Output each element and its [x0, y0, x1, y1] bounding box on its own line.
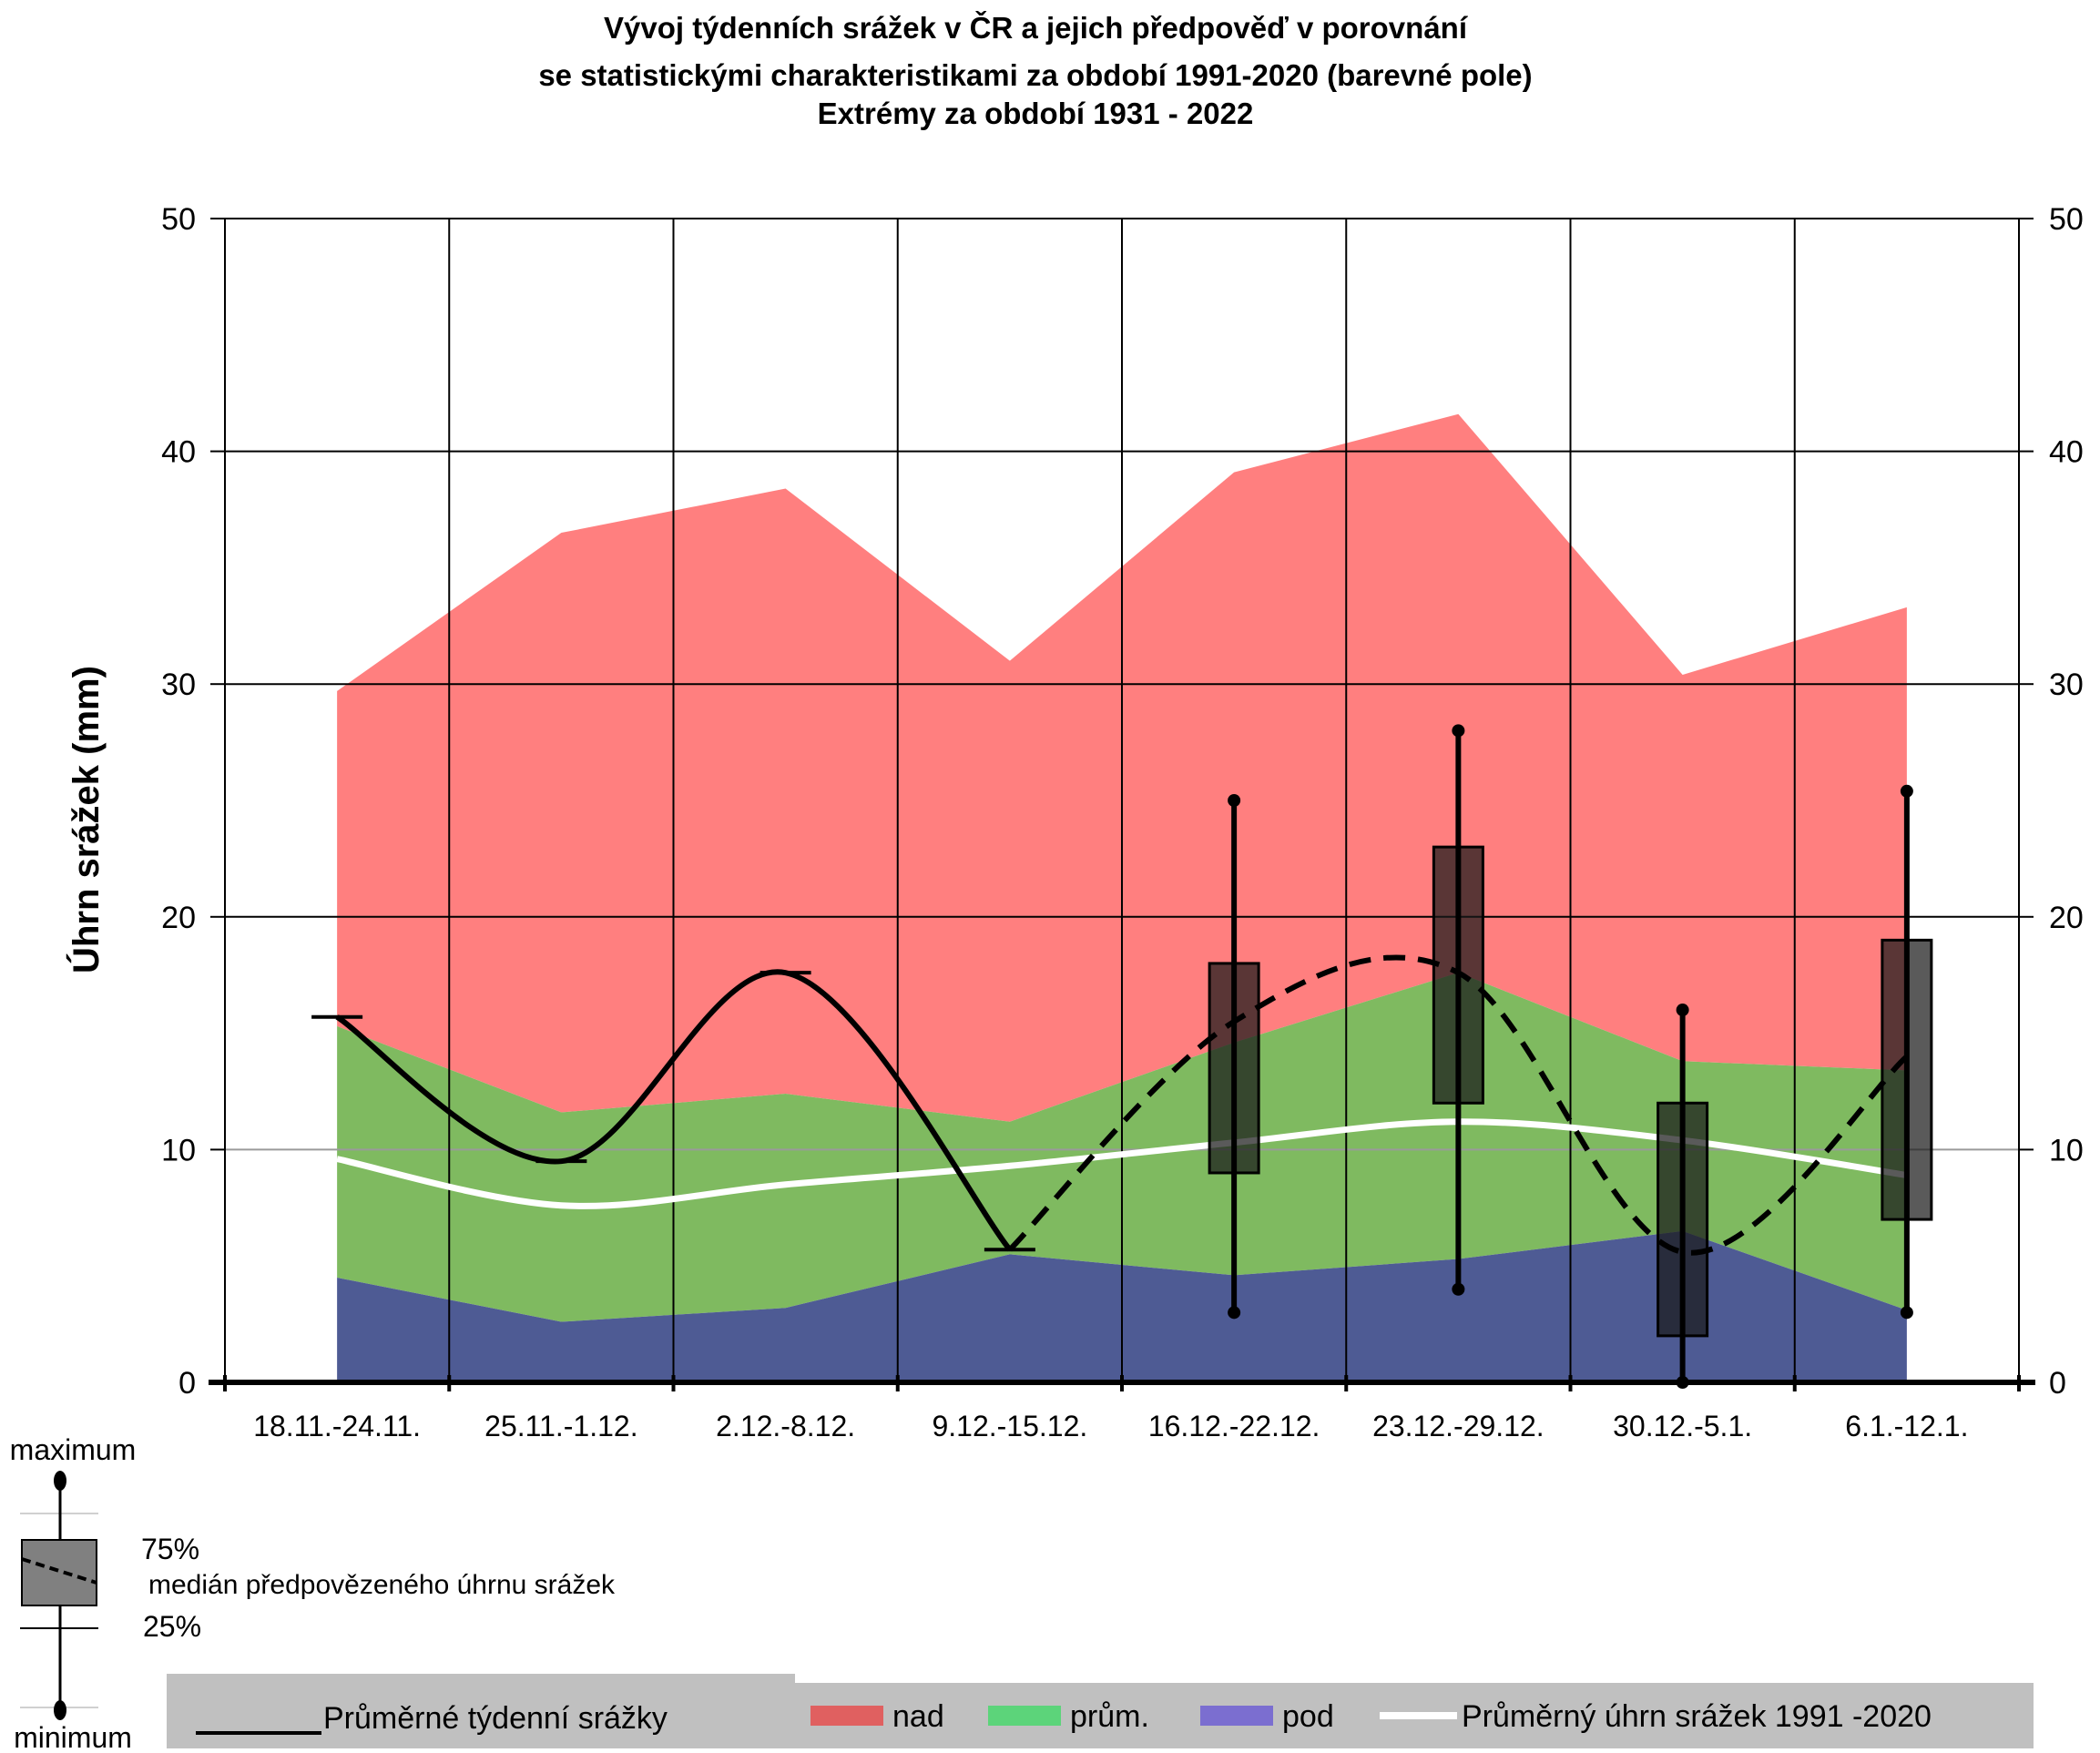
- legend-pod-label: pod: [1282, 1699, 1334, 1734]
- forecast-max-point: [1452, 724, 1465, 738]
- legend-median-label: medián předpovězeného úhrnu srážek: [148, 1570, 616, 1600]
- y-tick-label-right: 30: [2049, 668, 2084, 702]
- forecast-max-point: [1228, 794, 1241, 807]
- forecast-min-point: [1228, 1306, 1241, 1320]
- forecast-median-line: [1007, 954, 1909, 1256]
- x-tick-label: 9.12.-15.12.: [932, 1410, 1087, 1442]
- x-tick-label: 23.12.-29.12.: [1372, 1410, 1544, 1442]
- y-tick-label: 30: [161, 668, 196, 702]
- mean-line: [336, 1118, 1908, 1209]
- y-axis-label: Úhrn srážek (mm): [65, 666, 107, 973]
- y-tick-label-right: 20: [2049, 901, 2084, 935]
- legend-observed-label: Průměrné týdenní srážky: [323, 1701, 668, 1736]
- y-tick-label: 10: [161, 1133, 196, 1167]
- legend-nad-label: nad: [892, 1699, 944, 1734]
- x-tick-label: 18.11.-24.11.: [253, 1410, 421, 1442]
- legend-maximum-label: maximum: [10, 1433, 137, 1466]
- legend-mean-label: Průměrný úhrn srážek 1991 -2020: [1462, 1699, 1932, 1734]
- y-tick-label: 40: [161, 435, 196, 470]
- forecast-min-point: [1676, 1376, 1689, 1389]
- y-tick-label: 20: [161, 901, 196, 935]
- y-tick-label: 50: [161, 202, 196, 237]
- forecast-min-point: [1900, 1306, 1913, 1320]
- legend-minimum-label: minimum: [14, 1721, 132, 1748]
- x-tick-label: 2.12.-8.12.: [716, 1410, 855, 1442]
- observed-line: [335, 969, 1013, 1252]
- forecast-max-point: [1676, 1004, 1689, 1017]
- y-tick-label-right: 0: [2049, 1366, 2066, 1401]
- legend-pod-swatch: [1200, 1706, 1273, 1726]
- legend-box-left: [167, 1674, 795, 1748]
- x-tick-label: 30.12.-5.1.: [1613, 1410, 1752, 1442]
- box-legend: maximum 75% medián předpovězeného úhrnu …: [10, 1433, 616, 1753]
- title-line-3: Extrémy za období 1931 - 2022: [818, 97, 1254, 130]
- y-tick-label: 0: [178, 1366, 196, 1401]
- legend-box: [21, 1539, 97, 1606]
- y-tick-label-right: 40: [2049, 435, 2084, 470]
- legend-max-point: [54, 1471, 66, 1491]
- legend-median-dash: [21, 1557, 97, 1585]
- title-line-1: Vývoj týdenních srážek v ČR a jejich pře…: [604, 10, 1469, 45]
- forecast-max-point: [1900, 784, 1913, 798]
- y-tick-label-right: 50: [2049, 202, 2084, 237]
- legend-min-point: [54, 1700, 66, 1720]
- legend-prum-label: prům.: [1070, 1699, 1149, 1734]
- legend-nad-swatch: [810, 1706, 883, 1726]
- x-tick-label: 6.1.-12.1.: [1845, 1410, 1968, 1442]
- legend-prum-swatch: [988, 1706, 1061, 1726]
- legend-q25-label: 25%: [143, 1610, 201, 1643]
- x-tick-label: 25.11.-1.12.: [484, 1410, 637, 1442]
- chart-title: Vývoj týdenních srážek v ČR a jejich pře…: [538, 10, 1532, 130]
- series-legend: Průměrné týdenní srážky nad prům. pod Pr…: [167, 1674, 2034, 1748]
- x-tick-label: 16.12.-22.12.: [1148, 1410, 1320, 1442]
- title-line-2: se statistickými charakteristikami za ob…: [538, 58, 1532, 92]
- y-tick-label-right: 10: [2049, 1133, 2084, 1167]
- legend-q75-label: 75%: [141, 1533, 199, 1565]
- forecast-min-point: [1452, 1282, 1465, 1296]
- plot-area: 0 0 10 10 20 20 30 30 40 40 50 50 18.11.-24.11. 25.11…: [161, 202, 2084, 1442]
